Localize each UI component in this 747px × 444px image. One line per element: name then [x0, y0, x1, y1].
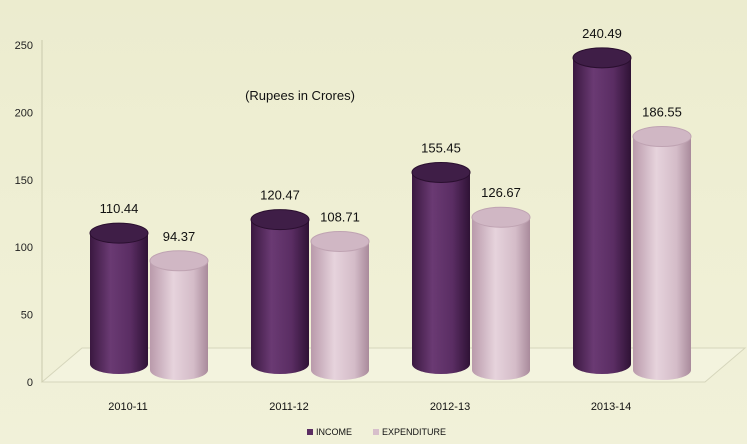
x-tick-label: 2010-11 [108, 401, 148, 413]
y-tick-label: 250 [15, 40, 33, 52]
bars [89, 47, 692, 380]
bar-expenditure-2010-11 [149, 250, 209, 380]
y-tick-label: 200 [15, 107, 33, 119]
data-labels: 110.44 94.37 120.47 108.71 155.45 126.67 240.4… [100, 26, 682, 244]
data-label: 155.45 [421, 140, 461, 155]
legend-label-income: INCOME [316, 427, 352, 437]
y-tick-label: 150 [15, 175, 33, 187]
data-label: 108.71 [320, 209, 360, 224]
chart-floor [40, 347, 747, 383]
data-label: 110.44 [100, 201, 139, 216]
x-tick-label: 2013-14 [591, 401, 631, 413]
data-label: 186.55 [642, 105, 682, 120]
legend-label-expenditure: EXPENDITURE [382, 427, 446, 437]
y-tick-label: 50 [21, 310, 33, 322]
data-label: 126.67 [481, 185, 521, 200]
y-tick-label: 0 [27, 377, 33, 389]
bar-income-2012-13 [411, 161, 471, 374]
x-tick-label: 2012-13 [430, 401, 470, 413]
legend-swatch-expenditure [373, 429, 379, 435]
bar-income-2010-11 [89, 222, 149, 374]
legend-swatch-income [307, 429, 313, 435]
data-label: 240.49 [582, 26, 622, 41]
data-label: 120.47 [260, 188, 300, 203]
y-tick-label: 100 [15, 242, 33, 254]
x-axis-categories: 2010-11 2011-12 2012-13 2013-14 [108, 401, 631, 413]
y-axis-ticks: 0 50 100 150 200 250 [15, 40, 33, 389]
x-tick-label: 2011-12 [269, 401, 309, 413]
bar-income-2011-12 [250, 209, 310, 374]
bar-income-2013-14 [572, 47, 632, 374]
data-label: 94.37 [163, 229, 196, 244]
chart-subtitle: (Rupees in Crores) [245, 88, 355, 103]
bar-expenditure-2012-13 [471, 206, 531, 380]
legend: INCOME EXPENDITURE [307, 427, 446, 437]
bar-expenditure-2013-14 [632, 126, 692, 380]
bar-expenditure-2011-12 [310, 230, 370, 380]
